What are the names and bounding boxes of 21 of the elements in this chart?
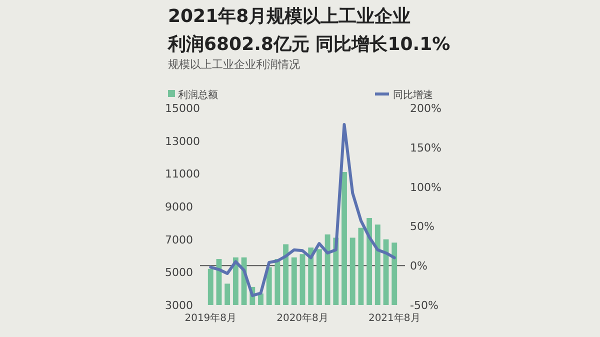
- line-series: [209, 123, 396, 298]
- y-tick-label: 7000: [165, 233, 193, 246]
- y2-tick-label: 100%: [410, 180, 442, 194]
- y2-tick-label: -50%: [410, 299, 438, 312]
- y2-tick-label: 150%: [410, 141, 442, 154]
- y-tick-label: 13000: [165, 134, 200, 148]
- y2-tick-label: 200%: [410, 102, 442, 115]
- y-tick-label: 5000: [165, 266, 193, 280]
- y-tick-label: 9000: [165, 200, 193, 214]
- legend-label: 利润总额: [178, 89, 218, 101]
- chart-title: 2021年8月规模以上工业企业利润6802.8亿元 同比增长10.1%: [167, 6, 450, 55]
- x-tick-label: 2020年8月: [276, 312, 328, 324]
- y-tick-label: 11000: [165, 168, 200, 181]
- chart-subtitle: 规模以上工业企业利润情况: [168, 58, 300, 71]
- y2-tick-label: 0%: [410, 260, 428, 273]
- y2-tick-label: 50%: [410, 220, 434, 234]
- legend-label: 同比增速: [393, 89, 433, 101]
- y-tick-label: 3000: [165, 299, 193, 312]
- x-tick-label: 2021年8月: [368, 312, 420, 324]
- y-tick-label: 15000: [165, 102, 200, 115]
- x-tick-label: 2019年8月: [184, 312, 237, 324]
